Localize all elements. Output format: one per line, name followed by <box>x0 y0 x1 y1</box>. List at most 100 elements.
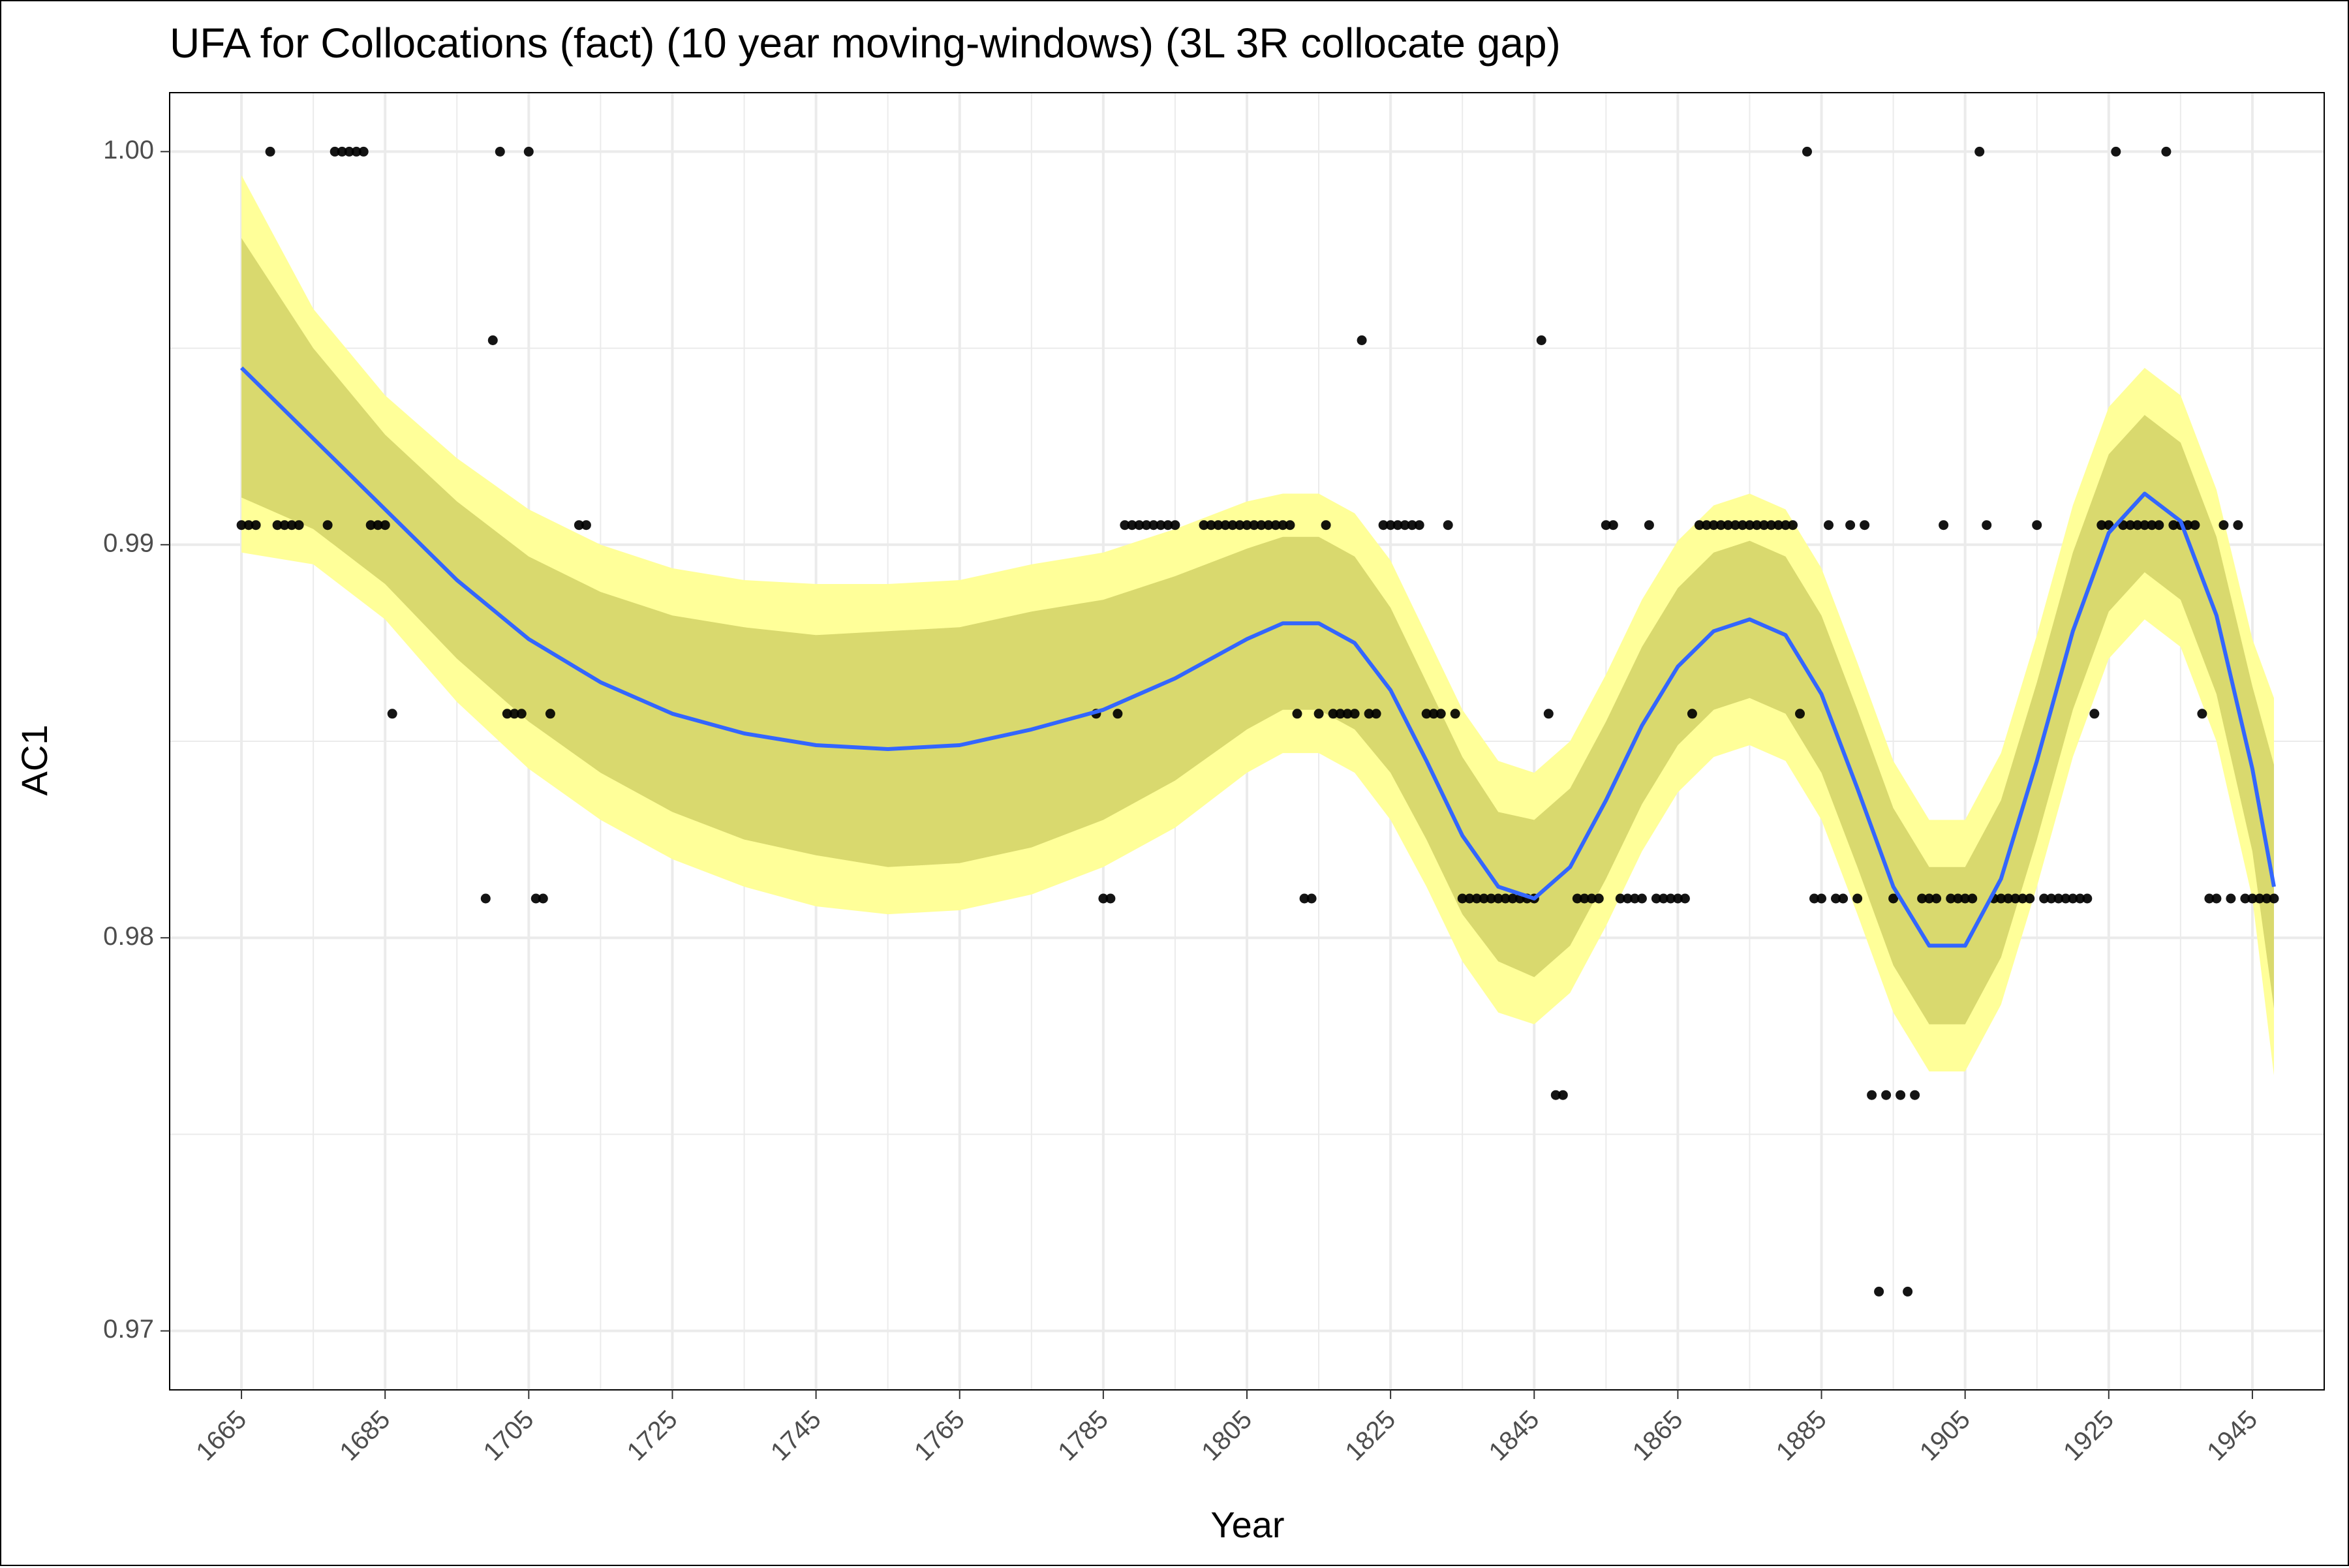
data-point <box>1385 520 1396 530</box>
data-point <box>1163 520 1173 530</box>
data-point <box>1658 893 1668 904</box>
data-point <box>2183 520 2193 530</box>
data-point <box>2254 893 2265 904</box>
data-point <box>1759 520 1769 530</box>
x-tick-label: 1825 <box>1340 1405 1401 1466</box>
data-point <box>1601 520 1611 530</box>
data-point <box>480 893 491 904</box>
data-point <box>1306 893 1317 904</box>
data-point <box>1328 709 1338 719</box>
x-tick-label: 1685 <box>334 1405 395 1466</box>
data-point <box>2233 520 2243 530</box>
data-point <box>1745 520 1755 530</box>
data-point <box>265 146 275 157</box>
data-point <box>337 146 347 157</box>
data-point <box>1996 893 2006 904</box>
data-point <box>1457 893 1467 904</box>
y-axis: 0.97 0.98 0.99 1.00 <box>103 136 170 1344</box>
data-point <box>1802 146 1812 157</box>
data-point <box>1917 893 1927 904</box>
data-point <box>1436 709 1446 719</box>
x-tick-label: 1945 <box>2202 1405 2263 1466</box>
data-point <box>2010 893 2021 904</box>
data-point <box>1507 893 1518 904</box>
data-point <box>330 146 340 157</box>
data-point <box>1910 1090 1920 1100</box>
data-point <box>2039 893 2050 904</box>
data-point <box>1960 893 1971 904</box>
x-axis: 1665 1685 1705 1725 1745 1765 1785 1805 1825 1845… <box>191 1390 2263 1466</box>
data-point <box>1572 893 1582 904</box>
data-point <box>1464 893 1475 904</box>
data-point <box>1888 893 1899 904</box>
data-point <box>251 520 261 530</box>
data-point <box>2025 893 2035 904</box>
data-point <box>1500 893 1511 904</box>
data-point <box>1636 893 1647 904</box>
data-point <box>1708 520 1719 530</box>
data-point <box>1579 893 1589 904</box>
data-point <box>1931 893 1942 904</box>
data-point <box>1127 520 1137 530</box>
data-point <box>1558 1090 1568 1100</box>
data-point <box>2161 146 2172 157</box>
data-point <box>2132 520 2143 530</box>
data-point <box>574 520 584 530</box>
data-point <box>1227 520 1238 530</box>
data-point <box>1342 709 1353 719</box>
data-point <box>2032 520 2042 530</box>
data-point <box>1982 520 1992 530</box>
data-point <box>1357 335 1367 345</box>
data-point <box>1235 520 1245 530</box>
data-point <box>1881 1090 1892 1100</box>
data-point <box>1134 520 1144 530</box>
data-point <box>1651 893 1661 904</box>
confidence-bands <box>241 175 2274 1076</box>
data-point <box>1838 893 1849 904</box>
data-point <box>1148 520 1159 530</box>
data-point <box>2247 893 2258 904</box>
y-tick-label: 0.97 <box>103 1315 154 1344</box>
data-point <box>1946 893 1956 904</box>
data-point <box>1428 709 1439 719</box>
data-point <box>1608 520 1618 530</box>
data-point <box>1694 520 1704 530</box>
data-point <box>2111 146 2121 157</box>
data-point <box>1773 520 1783 530</box>
data-point <box>1680 893 1690 904</box>
data-point <box>1824 520 1834 530</box>
data-point <box>1974 146 1985 157</box>
data-point <box>1299 893 1310 904</box>
x-tick-label: 1865 <box>1627 1405 1689 1466</box>
data-point <box>1543 709 1554 719</box>
data-point <box>495 146 505 157</box>
data-point <box>2197 709 2207 719</box>
data-point <box>1536 335 1546 345</box>
data-point <box>1263 520 1274 530</box>
data-point <box>2046 893 2057 904</box>
data-point <box>2190 520 2200 530</box>
x-tick-label: 1725 <box>622 1405 683 1466</box>
data-point <box>1593 893 1604 904</box>
data-point <box>545 709 555 719</box>
chart-title: UFA for Collocations (fact) (10 year mov… <box>170 20 1561 67</box>
x-tick-label: 1885 <box>1771 1405 1832 1466</box>
y-tick-label: 0.98 <box>103 922 154 951</box>
data-point <box>1896 1090 1906 1100</box>
x-tick-label: 1845 <box>1483 1405 1544 1466</box>
data-point <box>1874 1286 1884 1297</box>
data-point <box>1924 893 1935 904</box>
x-tick-label: 1805 <box>1196 1405 1257 1466</box>
data-point <box>1586 893 1597 904</box>
data-point <box>2262 893 2272 904</box>
data-point <box>1486 893 1496 904</box>
data-point <box>2211 893 2222 904</box>
smooth-line-layer <box>239 366 2276 948</box>
data-point <box>1256 520 1267 530</box>
data-point <box>2018 893 2028 904</box>
data-point <box>1738 520 1747 530</box>
data-point <box>1292 709 1302 719</box>
data-point <box>1939 520 1949 530</box>
data-point <box>2140 520 2150 530</box>
